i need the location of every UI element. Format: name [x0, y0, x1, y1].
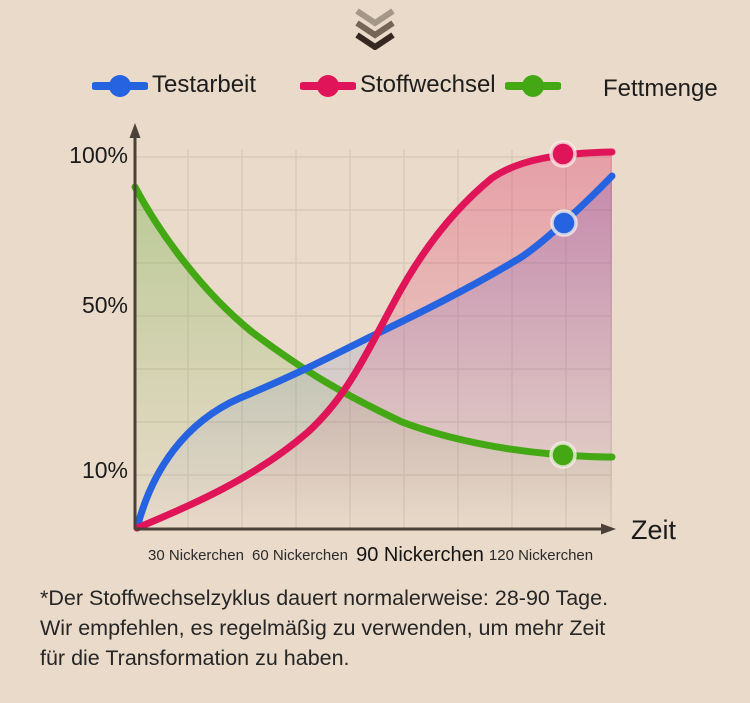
testarbeit-endpoint-dot	[550, 209, 578, 237]
testarbeit-line	[133, 172, 616, 532]
x-tick-90: 90 Nickerchen	[356, 544, 484, 566]
fettmenge-marker-icon	[505, 75, 561, 97]
x-tick-60: 60 Nickerchen	[252, 547, 348, 564]
y-tick-50: 50%	[81, 292, 128, 318]
chevron-down-icon[interactable]	[353, 8, 397, 50]
y-axis-arrow-icon	[129, 123, 141, 138]
line-chart	[129, 123, 616, 535]
footnote-text: *Der Stoffwechselzyklus dauert normalerw…	[40, 586, 609, 670]
legend-label-fettmenge: Fettmenge	[603, 75, 718, 102]
x-tick-120: 120 Nickerchen	[488, 547, 594, 564]
stoffwechsel-endpoint-dot	[549, 140, 577, 168]
stoffwechsel-line	[133, 148, 616, 532]
x-tick-30: 30 Nickerchen	[148, 547, 244, 564]
stoffwechsel-marker-icon	[300, 75, 356, 97]
legend-label-stoffwechsel: Stoffwechsel	[360, 71, 496, 98]
x-axis-title: Zeit	[631, 515, 677, 545]
y-tick-100: 100%	[69, 142, 128, 168]
legend-label-testarbeit: Testarbeit	[152, 71, 257, 98]
x-axis-arrow-icon	[601, 523, 616, 535]
fettmenge-endpoint-dot	[549, 441, 577, 469]
y-tick-10: 10%	[81, 457, 128, 483]
testarbeit-marker-icon	[92, 75, 148, 97]
